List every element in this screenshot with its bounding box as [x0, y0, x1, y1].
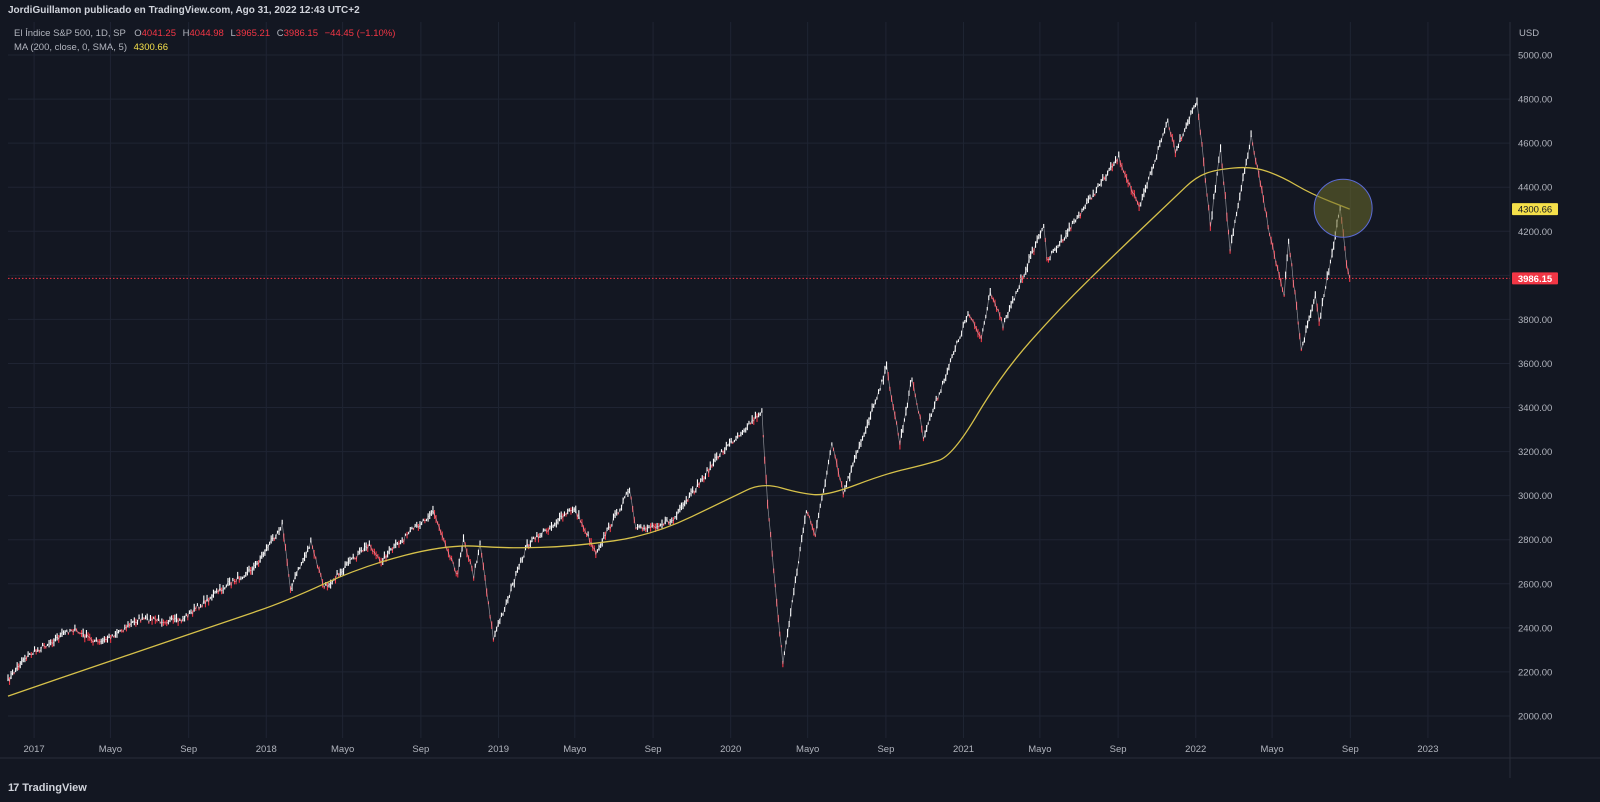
tradingview-logo-icon: 17	[8, 782, 19, 794]
publisher-header: JordiGuillamon publicado en TradingView.…	[8, 5, 360, 16]
y-tick-label: 4400.00	[1518, 183, 1552, 194]
y-tick-label: 3000.00	[1518, 491, 1552, 502]
legend-low-label: L	[230, 28, 236, 39]
x-tick-label: 2021	[953, 744, 974, 755]
x-tick-label: 2017	[24, 744, 45, 755]
legend-symbol: El Índice S&P 500, 1D, SP	[14, 28, 126, 39]
y-tick-label: 2800.00	[1518, 535, 1552, 546]
legend-ma-label: MA (200, close, 0, SMA, 5)	[14, 42, 127, 53]
y-tick-label: 2000.00	[1518, 711, 1552, 722]
x-tick-label: Mayo	[563, 744, 586, 755]
y-tick-label: 2600.00	[1518, 579, 1552, 590]
y-tick-label: 3200.00	[1518, 447, 1552, 458]
legend-close-value: 3986.15	[283, 28, 318, 39]
y-tick-label: 3600.00	[1518, 359, 1552, 370]
last-price-badge-text: 3986.15	[1518, 274, 1553, 285]
y-tick-label: 4800.00	[1518, 95, 1552, 106]
bottom-bar: 17 TradingView	[0, 778, 1600, 802]
x-tick-label: Sep	[412, 744, 429, 755]
grid	[8, 22, 1510, 738]
moving-average-line	[7, 166, 1350, 697]
y-tick-label: 4600.00	[1518, 139, 1552, 150]
x-tick-label: Sep	[180, 744, 197, 755]
x-tick-label: 2023	[1417, 744, 1438, 755]
legend-high-value: 4044.98	[189, 28, 224, 39]
last-price-badge	[1512, 272, 1558, 285]
top-bar: JordiGuillamon publicado en TradingView.…	[0, 0, 1600, 22]
y-tick-label: 2200.00	[1518, 667, 1552, 678]
x-tick-label: 2020	[720, 744, 741, 755]
currency-label: USD	[1519, 28, 1539, 39]
ma-value-badge	[1512, 203, 1558, 216]
y-tick-label: 5000.00	[1518, 51, 1552, 62]
x-tick-label: Sep	[645, 744, 662, 755]
legend-ohlc-row: El Índice S&P 500, 1D, SP O4041.25 H4044…	[14, 27, 395, 41]
x-tick-label: Sep	[1110, 744, 1127, 755]
price-chart[interactable]: 2000.00 2200.00 2400.00 2600.00 2800.00 3000.…	[0, 0, 1600, 778]
y-tick-label: 4200.00	[1518, 227, 1552, 238]
x-tick-label: Sep	[1342, 744, 1359, 755]
axes: 2000.00 2200.00 2400.00 2600.00 2800.00 3000.…	[0, 22, 1600, 778]
highlight-circle	[1313, 178, 1373, 238]
x-tick-label: Mayo	[1260, 744, 1283, 755]
x-tick-label: Sep	[877, 744, 894, 755]
y-tick-label: 3800.00	[1518, 315, 1552, 326]
x-tick-label: Mayo	[796, 744, 819, 755]
x-tick-label: 2022	[1185, 744, 1206, 755]
legend-ma-value: 4300.66	[133, 42, 168, 53]
legend-ma-row: MA (200, close, 0, SMA, 5) 4300.66	[14, 41, 395, 55]
x-tick-label: Mayo	[99, 744, 122, 755]
legend-close-label: C	[276, 28, 284, 39]
price-line	[7, 101, 1351, 683]
tradingview-brand[interactable]: 17 TradingView	[8, 782, 87, 794]
y-tick-label: 3400.00	[1518, 403, 1552, 414]
price-labels: 4300.66 3986.15	[1512, 203, 1558, 285]
legend-open-value: 4041.25	[141, 28, 176, 39]
chart-legend: El Índice S&P 500, 1D, SP O4041.25 H4044…	[14, 27, 395, 55]
x-tick-label: 2019	[488, 744, 509, 755]
legend-change: −44.45 (−1.10%)	[324, 28, 396, 39]
x-tick-label: Mayo	[1028, 744, 1051, 755]
x-tick-label: Mayo	[331, 744, 354, 755]
y-tick-label: 2400.00	[1518, 623, 1552, 634]
legend-open-label: O	[134, 28, 142, 39]
legend-high-label: H	[182, 28, 190, 39]
series	[7, 97, 1510, 697]
x-tick-label: 2018	[256, 744, 277, 755]
ma-value-badge-text: 4300.66	[1518, 205, 1552, 216]
brand-name: TradingView	[22, 782, 87, 794]
legend-low-value: 3965.21	[235, 28, 271, 39]
